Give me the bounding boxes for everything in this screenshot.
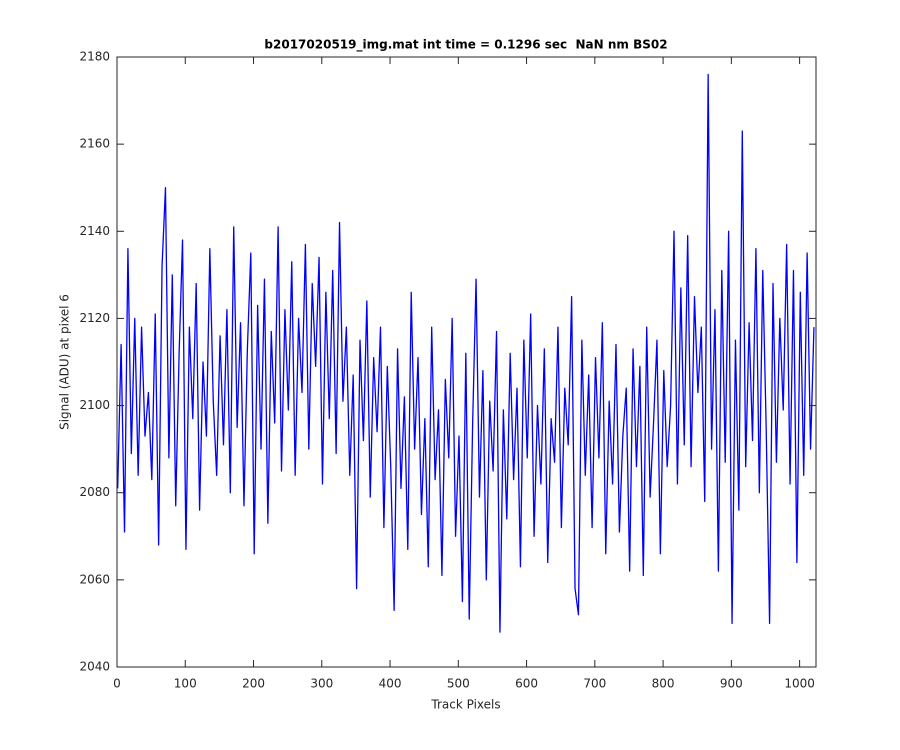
axes-box xyxy=(116,56,817,668)
x-tick-label: 500 xyxy=(447,677,470,691)
y-tick-label: 2060 xyxy=(79,572,110,586)
x-tick-label: 700 xyxy=(583,677,606,691)
y-tick-label: 2120 xyxy=(79,311,110,325)
y-tick-label: 2140 xyxy=(79,224,110,238)
y-tick-label: 2160 xyxy=(79,137,110,151)
x-tick-label: 400 xyxy=(379,677,402,691)
x-tick-label: 1000 xyxy=(784,677,815,691)
x-tick-label: 800 xyxy=(652,677,675,691)
x-tick-label: 0 xyxy=(113,677,121,691)
x-tick-label: 300 xyxy=(310,677,333,691)
data-line xyxy=(117,73,815,633)
y-axis-label: Signal (ADU) at pixel 6 xyxy=(58,294,72,430)
y-tick-label: 2180 xyxy=(79,50,110,64)
x-tick-label: 900 xyxy=(720,677,743,691)
y-tick-label: 2040 xyxy=(79,660,110,674)
x-tick-label: 600 xyxy=(515,677,538,691)
y-tick-label: 2100 xyxy=(79,398,110,412)
chart-title: b2017020519_img.mat int time = 0.1296 se… xyxy=(264,38,667,53)
y-tick-label: 2080 xyxy=(79,485,110,499)
x-tick-label: 200 xyxy=(242,677,265,691)
x-tick-label: 100 xyxy=(174,677,197,691)
x-axis-label: Track Pixels xyxy=(430,698,500,712)
